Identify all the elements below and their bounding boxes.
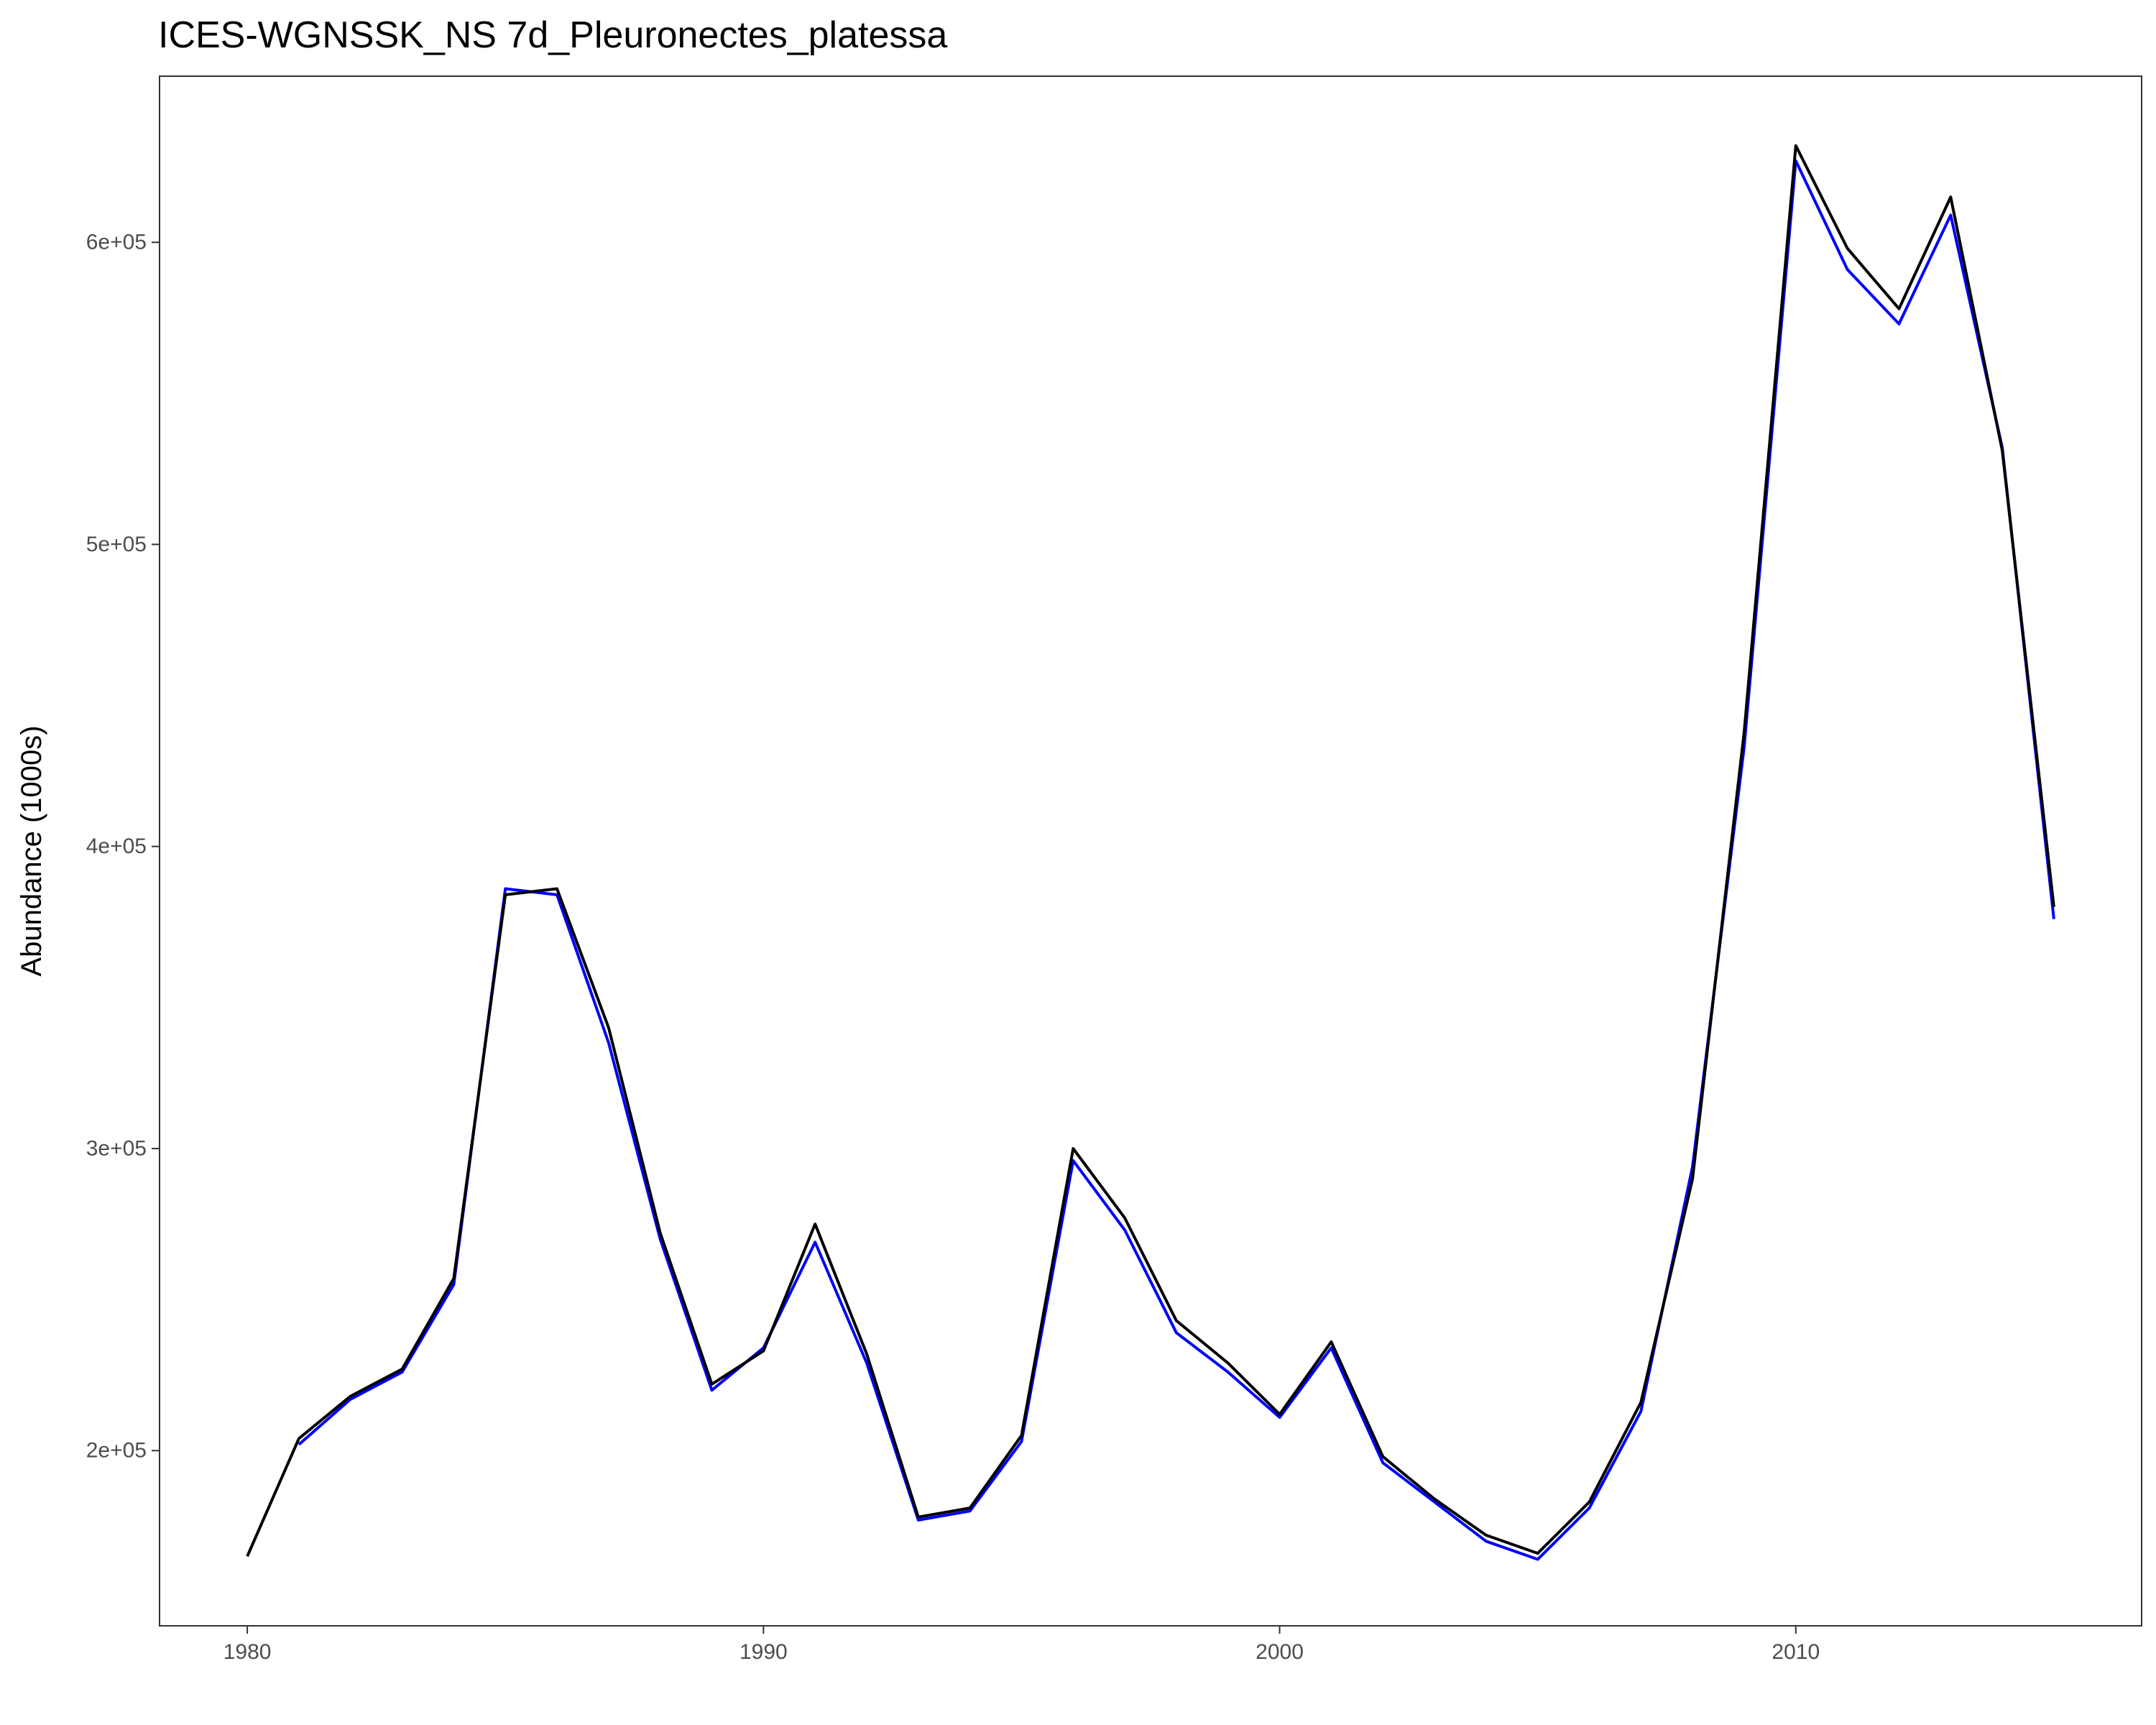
y-tick-label: 3e+05 [86, 1136, 147, 1160]
series-line-1 [298, 159, 2055, 1561]
y-tick-label: 5e+05 [86, 533, 147, 556]
x-tick-label: 2000 [1256, 1640, 1304, 1664]
series-layer [246, 144, 2055, 1561]
panel-border [159, 75, 2142, 1627]
x-tick-label: 1990 [740, 1640, 788, 1664]
y-tick-label: 6e+05 [86, 231, 147, 254]
y-axis-title: Abundance (1000s) [16, 725, 47, 976]
series-line-2 [246, 144, 2055, 1558]
y-tick-label: 4e+05 [86, 834, 147, 858]
chart-title: ICES-WGNSSK_NS 7d_Pleuronectes_platessa [158, 14, 947, 56]
x-tick-label: 2010 [1772, 1640, 1820, 1664]
axis-layer: 1980 1990 2000 2010 2e+05 3e+05 4e+05 5e+05 6e+0… [86, 231, 1820, 1664]
y-tick-label: 2e+05 [86, 1439, 147, 1463]
x-tick-label: 1980 [224, 1640, 272, 1664]
